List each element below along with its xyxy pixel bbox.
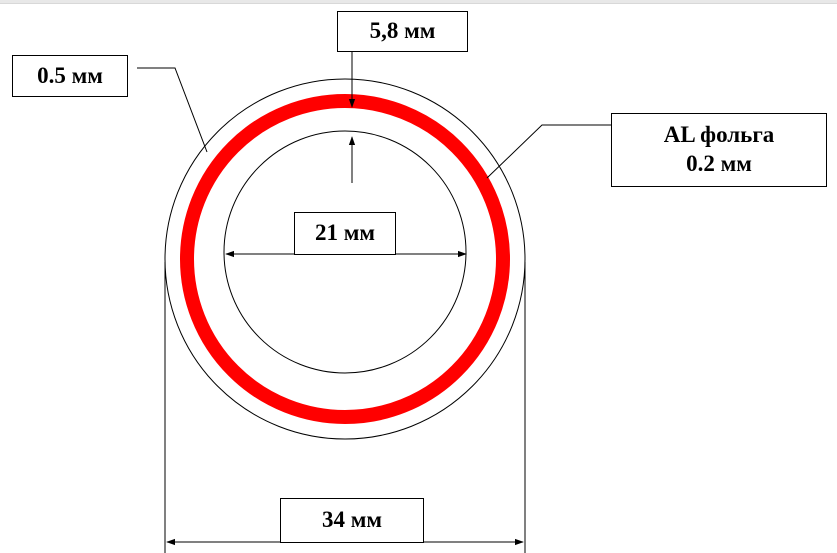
foil-label: AL фольга 0.2 мм [611, 113, 827, 187]
outer-pipe-circle [164, 78, 526, 440]
outer-diameter-label: 34 мм [280, 498, 424, 543]
foil-label-line2: 0.2 мм [686, 151, 752, 176]
outer-diameter-text: 34 мм [321, 507, 383, 533]
aluminum-foil-ring [180, 94, 510, 424]
wall-thickness-text: 5,8 мм [369, 18, 436, 44]
window-top-edge [0, 0, 837, 4]
foil-leader-line [486, 124, 612, 179]
outer-layer-label: 0.5 мм [12, 55, 128, 97]
foil-label-line1: AL фольга [663, 122, 775, 148]
outer-layer-leader-line [137, 67, 208, 153]
outer-layer-text: 0.5 мм [37, 62, 103, 88]
inner-diameter-text: 21 мм [314, 220, 376, 246]
wall-thickness-label: 5,8 мм [337, 11, 468, 52]
inner-diameter-label: 21 мм [294, 212, 396, 255]
